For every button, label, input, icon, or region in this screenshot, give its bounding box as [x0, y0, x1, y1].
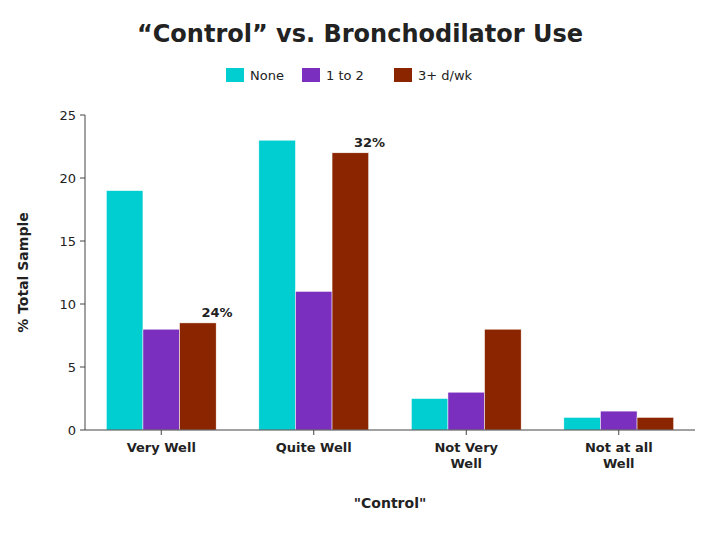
x-tick-label: Not VeryWell [434, 440, 498, 471]
chart-title: “Control” vs. Bronchodilator Use [137, 20, 583, 48]
legend-swatch [226, 68, 244, 82]
y-tick-label: 15 [59, 234, 76, 249]
annotation: 24% [202, 305, 233, 320]
x-tick-label: Not at allWell [585, 440, 653, 471]
bar [448, 392, 485, 430]
y-tick [80, 115, 85, 116]
legend-label: 3+ d/wk [418, 68, 473, 83]
y-tick-label: 5 [68, 360, 76, 375]
y-axis-label: % Total Sample [15, 212, 31, 332]
bar [180, 323, 217, 430]
x-tick [466, 430, 467, 435]
x-tick-label: Quite Well [276, 440, 352, 455]
y-tick-label: 25 [59, 108, 76, 123]
bar [332, 153, 369, 430]
x-tick-label-line: Not Very [434, 440, 498, 455]
bars [106, 140, 673, 430]
bar [485, 329, 522, 430]
x-axis-label: "Control" [354, 495, 426, 511]
legend-swatch [302, 68, 320, 82]
y-axis-line [85, 115, 86, 430]
legend-swatch [394, 68, 412, 82]
x-tick-label-line: Not at all [585, 440, 653, 455]
bar [637, 417, 674, 430]
x-tick-label-line: Well [603, 456, 635, 471]
x-tick-label-line: Quite Well [276, 440, 352, 455]
legend: None 1 to 2 3+ d/wk [226, 68, 473, 83]
y-tick [80, 178, 85, 179]
bar [143, 329, 180, 430]
bar [564, 417, 601, 430]
bar [600, 411, 637, 430]
y-tick-label: 0 [68, 423, 76, 438]
x-tick [313, 430, 314, 435]
legend-label: 1 to 2 [326, 68, 364, 83]
chart-svg: “Control” vs. Bronchodilator Use None 1 to… [0, 0, 720, 540]
x-tick [161, 430, 162, 435]
y-tick-label: 10 [59, 297, 76, 312]
y-tick [80, 430, 85, 431]
x-tick-label: Very Well [127, 440, 196, 455]
annotation: 32% [354, 135, 385, 150]
x-axis-line [85, 430, 695, 431]
x-tick [618, 430, 619, 435]
bar [411, 399, 448, 431]
bar [295, 291, 332, 430]
y-tick [80, 304, 85, 305]
bar [259, 140, 296, 430]
x-tick-label-line: Well [450, 456, 482, 471]
y-tick-label: 20 [59, 171, 76, 186]
legend-label: None [250, 68, 284, 83]
chart-container: “Control” vs. Bronchodilator Use None 1 to… [0, 0, 720, 540]
bar [106, 191, 143, 430]
y-tick [80, 367, 85, 368]
y-tick [80, 241, 85, 242]
x-tick-label-line: Very Well [127, 440, 196, 455]
